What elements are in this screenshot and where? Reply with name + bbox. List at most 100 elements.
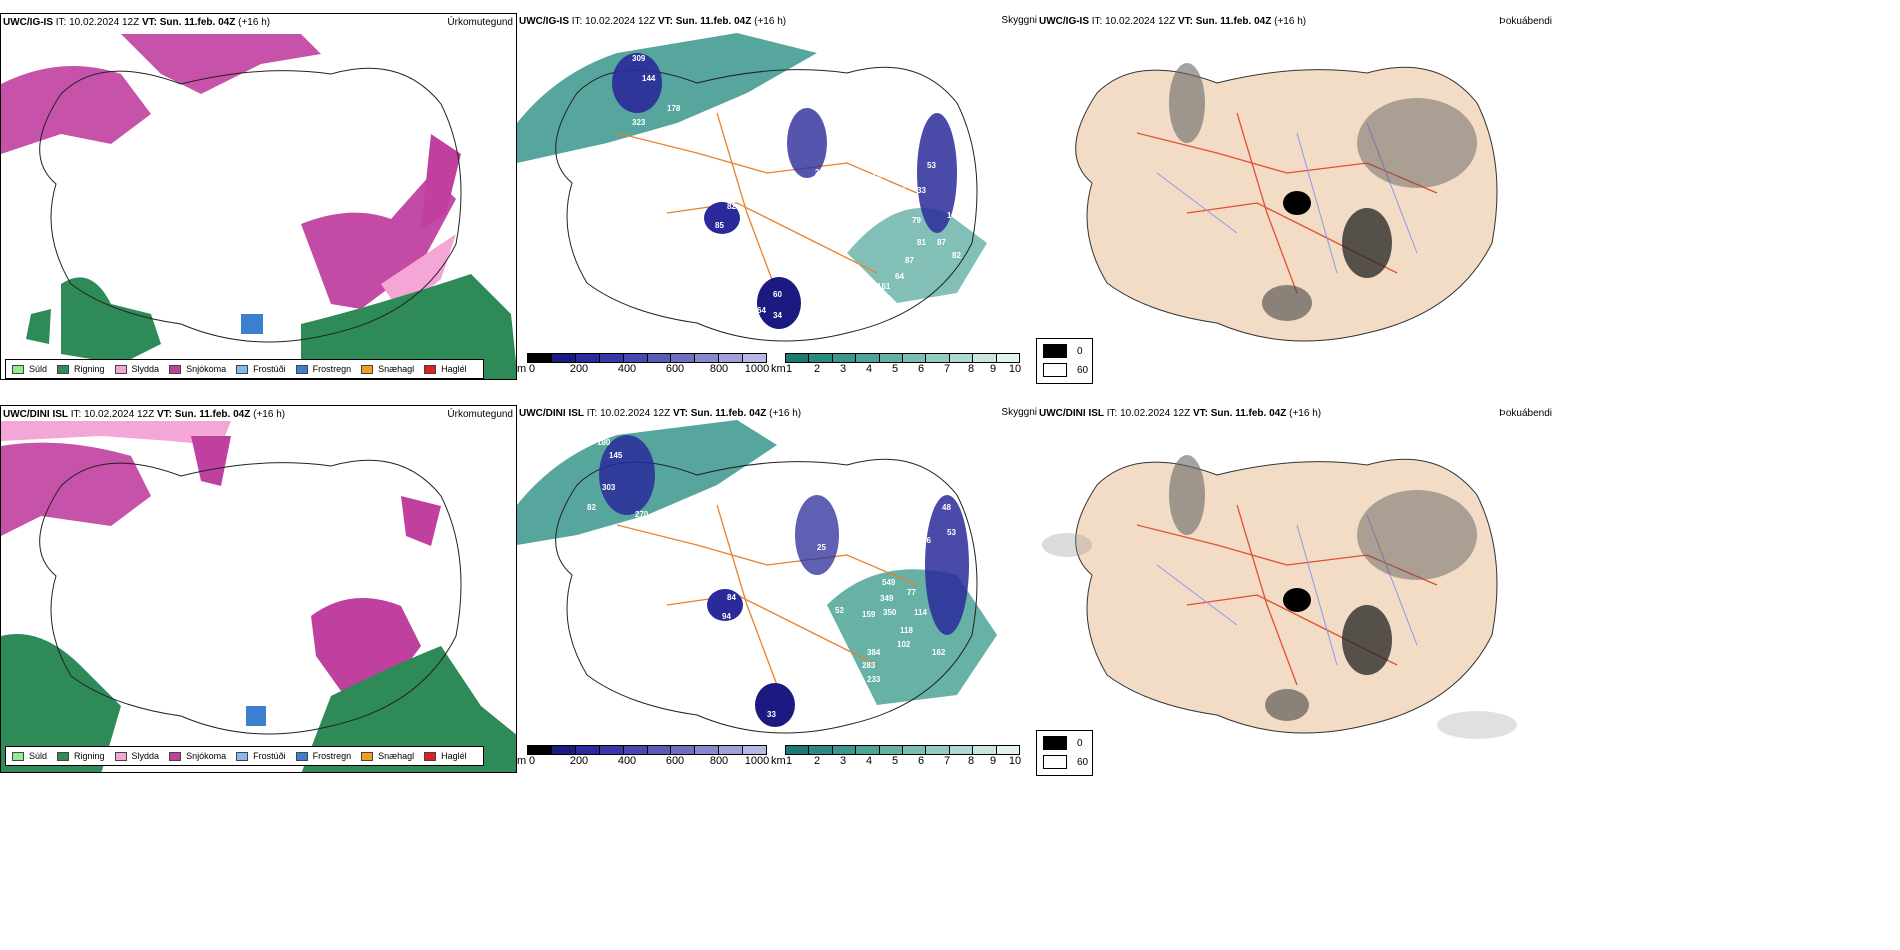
map-value-label: 87 [905,256,914,265]
colorbar-tick: 5 [891,363,899,375]
colorbar-tick: 1 [785,363,793,375]
legend-item: Snæhagl [361,751,414,761]
map-value-label: 53 [927,161,936,170]
colorbar-unit: m [517,755,527,767]
map-value-label: 94 [722,612,731,621]
colorbar-cell [832,746,857,754]
map-value-label: 87 [937,238,946,247]
colorbar-tick: 200 [569,363,589,375]
panel-header: UWC/DINI ISL IT: 10.02.2024 12Z VT: Sun.… [519,408,801,419]
colorbar-tick: 8 [967,755,975,767]
map-value-label: 233 [867,675,881,684]
legend-label: Haglél [441,751,467,761]
legend-label: Súld [29,751,48,761]
fog-legend-swatch [1043,755,1067,769]
legend-swatch [424,364,437,374]
legend-label: Slydda [131,364,160,374]
map-value-label: 384 [867,648,881,657]
colorbar-cell [719,746,744,754]
map-value-label: 84 [727,593,736,602]
it-label: IT: [70,409,82,420]
map-value-label: 34 [773,311,782,320]
map-value-label: 80 [862,570,871,579]
colorbar-cells [785,745,1020,755]
colorbar-tick: 1000 [744,755,770,767]
colorbar-cell [856,354,880,362]
legend-item: Frostregn [295,364,351,374]
colorbar-tick: 2 [813,755,821,767]
precip-type-panel-top: UWC/IG-IS IT: 10.02.2024 12Z VT: Sun. 11… [0,13,517,380]
map-value-label: 159 [862,610,876,619]
fog-legend-swatch [1043,344,1067,358]
colorbar-tick: 0 [528,755,536,767]
map-value-label: 309 [632,54,646,63]
precip-type-panel-bottom: UWC/DINI ISL IT: 10.02.2024 12Z VT: Sun.… [0,405,517,773]
map-value-label: 32 [897,104,906,113]
colorbar-cell [903,354,927,362]
fog-legend-label: 60 [1077,756,1089,768]
map-value-label: 200 [815,168,829,177]
lead-time: (+16 h) [238,17,271,28]
fog-index-map [1075,63,1498,342]
precip-legend: Súld Rigning Slydda Snjókoma Frostúði Fr… [5,359,484,379]
model-name: UWC/DINI ISL [3,409,68,420]
colorbar-cell [743,746,767,754]
colorbar-cell [575,746,600,754]
vt-label: VT: [672,408,688,419]
map-value-label: 60 [773,290,782,299]
colorbar-cell [973,746,997,754]
fog-legend-swatch [1043,363,1067,377]
map-value-label: 161 [877,282,891,291]
colorbar-tick: 6 [917,363,925,375]
colorbar-cell [743,354,767,362]
legend-swatch [424,751,437,761]
map-value-label: 11 [862,530,871,539]
colorbar-cells [785,353,1020,363]
fog-index-panel-bottom: UWC/DINI ISL IT: 10.02.2024 12Z VT: Sun.… [1037,405,1557,773]
visibility-m-colorbar: m 0 200 400 600 800 1000 [517,745,770,771]
fog-index-map [1042,455,1517,739]
panel-type-label: Úrkomutegund [447,17,513,28]
lead-time: (+16 h) [754,16,787,27]
map-value-label: 354 [892,186,906,195]
colorbar-tick: 200 [569,755,589,767]
colorbar-body: 1 2 3 4 5 6 7 8 9 10 [785,745,1022,771]
map-value-label: 82 [587,503,596,512]
map-value-label: 220 [867,724,881,733]
colorbar-cell [996,746,1020,754]
vt-value: Sun. 11.feb. 04Z [1210,408,1287,419]
it-value: 10.02.2024 12Z [585,16,656,27]
colorbar-cell [809,354,833,362]
model-name: UWC/IG-IS [519,16,569,27]
colorbar-cell [671,354,696,362]
visibility-m-colorbar: m 0 200 400 600 800 1000 [517,353,770,379]
fog-index-panel-top: UWC/IG-IS IT: 10.02.2024 12Z VT: Sun. 11… [1037,13,1557,380]
map-value-label: 350 [883,608,897,617]
colorbar-cell [832,354,857,362]
legend-swatch [169,364,182,374]
map-value-label: 82 [952,251,961,260]
colorbar-cell [809,746,833,754]
colorbar-cell [949,746,974,754]
colorbar-cell [647,354,672,362]
map-value-label: 60 [747,688,756,697]
model-name: UWC/DINI ISL [1039,408,1104,419]
fog-legend-row: 0 [1043,736,1083,750]
colorbar-cell [528,746,552,754]
visibility-panel-bottom: 180 145 303 270 82 84 94 60 33 81 48 88 … [517,405,1037,773]
colorbar-unit: km [771,363,786,375]
map-value-label: 118 [900,626,913,635]
colorbar-cell [671,746,696,754]
fog-legend-row: 0 [1043,344,1083,358]
legend-item: Haglél [424,364,467,374]
colorbar-cell [786,354,810,362]
vt-value: Sun. 11.feb. 04Z [675,16,752,27]
colorbar-cell [599,354,624,362]
colorbar-cell [949,354,974,362]
colorbar-tick: 1000 [744,363,770,375]
it-value: 10.02.2024 12Z [600,408,671,419]
colorbar-tick: 600 [665,755,685,767]
colorbar-tick: 10 [1008,755,1022,767]
model-name: UWC/IG-IS [1039,16,1089,27]
colorbar-cell [551,354,576,362]
